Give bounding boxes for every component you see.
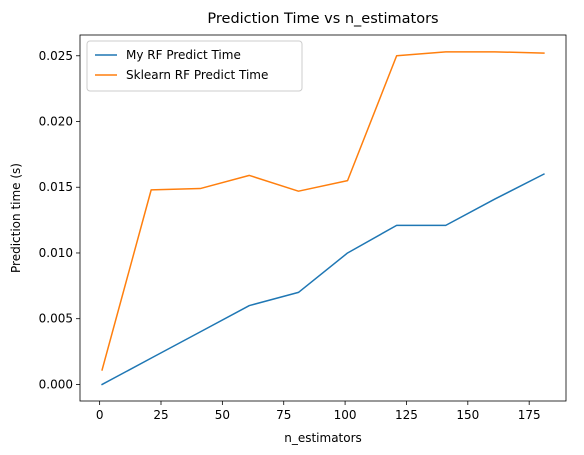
y-tick-label: 0.025 [39, 49, 73, 63]
x-tick-label: 25 [153, 408, 168, 422]
legend-box [86, 40, 303, 92]
series-line-1 [101, 51, 545, 371]
x-tick-label: 50 [215, 408, 230, 422]
y-axis-title: Prediction time (s) [9, 163, 23, 273]
y-tick-label: 0.020 [39, 115, 73, 129]
y-tick-label: 0.015 [39, 180, 73, 194]
x-tick-label: 175 [518, 408, 541, 422]
x-axis-title: n_estimators [284, 431, 362, 445]
series-line-0 [101, 173, 545, 386]
plot-frame [79, 34, 567, 402]
x-tick-label: 150 [456, 408, 479, 422]
x-tick-label: 75 [276, 408, 291, 422]
x-axis-ticks: 0 25 50 75 100 125 150 175 [96, 401, 541, 422]
plot-lines [101, 51, 545, 386]
y-tick-label: 0.005 [39, 312, 73, 326]
y-tick-label: 0.000 [39, 377, 73, 391]
y-tick-label: 0.010 [39, 246, 73, 260]
y-axis-ticks: 0.000 0.005 0.010 0.015 0.020 0.025 [39, 49, 80, 391]
x-tick-label: 125 [395, 408, 418, 422]
legend-label: My RF Predict Time [126, 48, 241, 62]
chart-title: Prediction Time vs n_estimators [207, 11, 438, 27]
legend: My RF Predict Time Sklearn RF Predict Tim… [86, 40, 303, 92]
x-tick-label: 100 [334, 408, 357, 422]
legend-label: Sklearn RF Predict Time [126, 68, 268, 82]
x-tick-label: 0 [96, 408, 104, 422]
